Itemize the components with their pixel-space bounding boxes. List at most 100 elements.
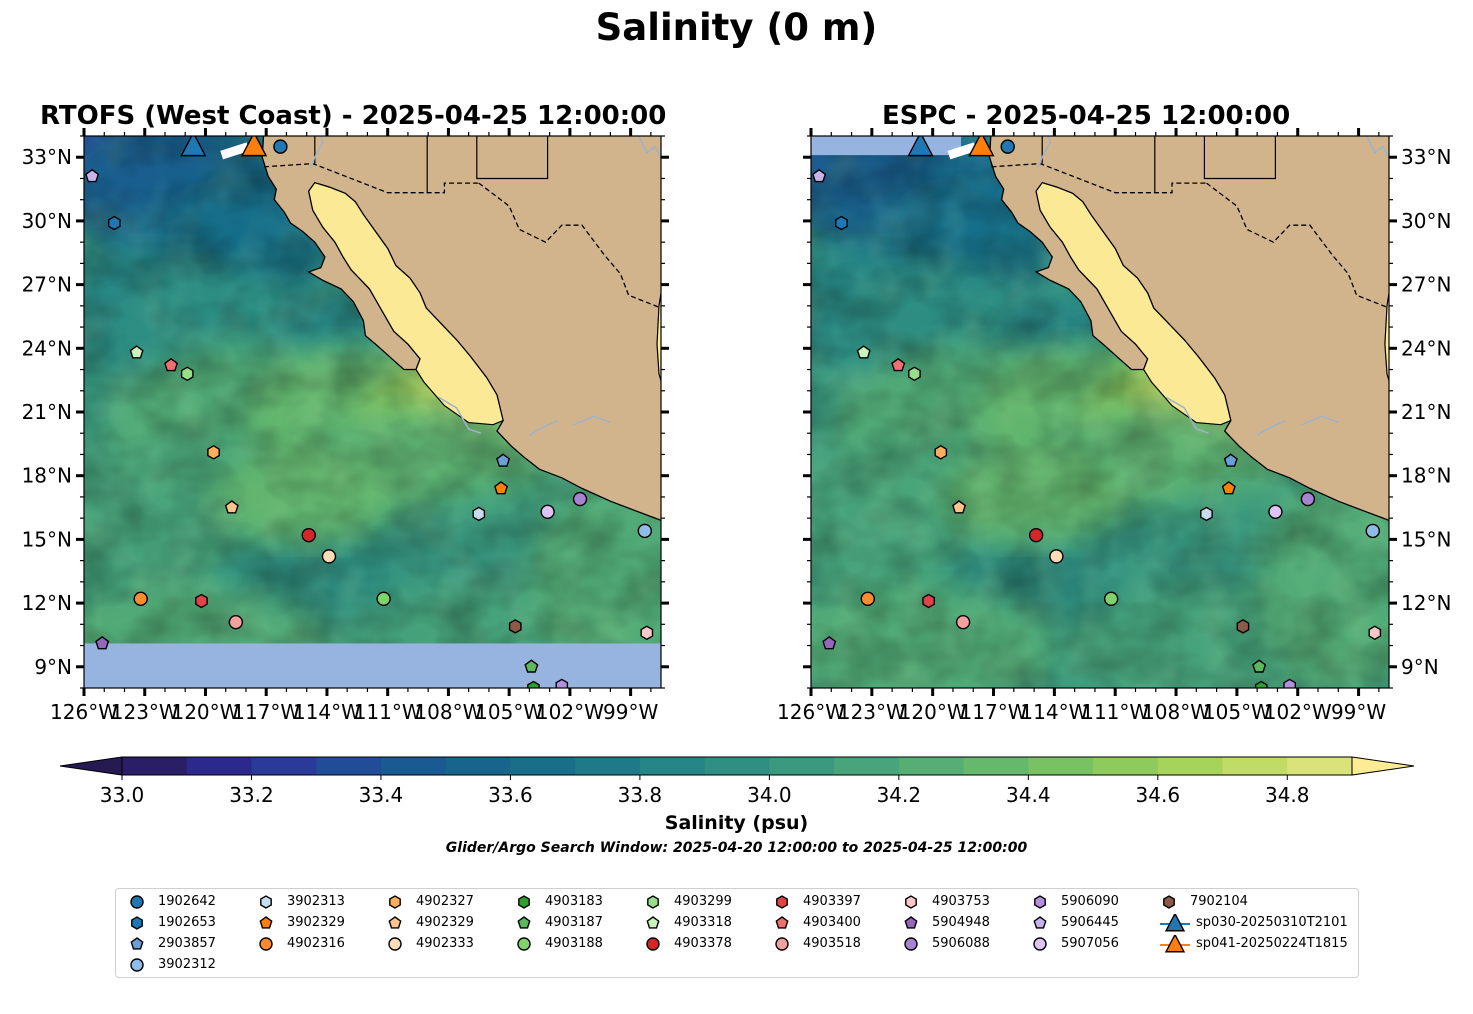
float-marker-5907056[interactable] — [1268, 504, 1283, 519]
float-marker-2903857[interactable] — [496, 453, 511, 467]
legend-glider-marker[interactable] — [1164, 914, 1186, 932]
legend-float-marker[interactable] — [518, 895, 530, 909]
float-marker-4903183[interactable] — [1254, 680, 1268, 695]
float-marker-4903397[interactable] — [195, 593, 208, 609]
float-marker-3902329[interactable] — [494, 481, 509, 495]
float-marker-4903188[interactable] — [1103, 591, 1119, 607]
float-marker-5907056[interactable] — [540, 504, 555, 519]
float-marker-4903187[interactable] — [1252, 659, 1267, 673]
float-marker-4903400[interactable] — [164, 357, 179, 372]
lon-tick-label: 126°W — [777, 700, 845, 724]
float-marker-2903857[interactable] — [1223, 453, 1238, 467]
legend-float-marker[interactable] — [130, 937, 144, 950]
float-marker-4903753[interactable] — [640, 625, 654, 641]
float-marker-1902642[interactable] — [1000, 139, 1015, 154]
legend-float-marker[interactable] — [259, 916, 273, 929]
legend-label: sp041-20250224T1815 — [1196, 936, 1348, 951]
float-marker-1902653[interactable] — [107, 215, 121, 231]
float-marker-4902327[interactable] — [207, 444, 220, 460]
float-marker-3902329[interactable] — [1221, 481, 1236, 495]
legend-float-marker[interactable] — [260, 895, 272, 909]
float-marker-4903183[interactable] — [527, 680, 540, 695]
legend-float-marker[interactable] — [775, 916, 789, 929]
legend-float-marker[interactable] — [130, 958, 144, 972]
float-marker-1902653[interactable] — [835, 215, 848, 231]
river-line — [1256, 419, 1286, 437]
colorbar-tick-label: 33.4 — [359, 783, 404, 807]
legend-marker-icon — [388, 937, 402, 951]
legend-float-marker[interactable] — [1033, 916, 1047, 929]
float-marker-4903318[interactable] — [129, 345, 144, 359]
legend-float-marker[interactable] — [131, 916, 143, 930]
float-marker-4902316[interactable] — [860, 591, 875, 607]
float-marker-4902316[interactable] — [133, 591, 148, 607]
float-marker-5906088[interactable] — [1300, 491, 1316, 507]
float-marker-3902312[interactable] — [1365, 523, 1380, 539]
legend-glider-marker[interactable] — [1164, 935, 1186, 953]
glider-marker-sp030-20250310T2101[interactable] — [180, 133, 207, 157]
float-marker-4903187[interactable] — [524, 659, 539, 673]
float-marker-7902104[interactable] — [508, 619, 522, 634]
river-line — [310, 136, 324, 169]
float-marker-4902329[interactable] — [952, 500, 967, 514]
float-marker-4903400[interactable] — [891, 357, 906, 372]
float-marker-4903318[interactable] — [856, 345, 871, 359]
float-marker-5906090[interactable] — [1283, 678, 1297, 692]
legend-float-marker[interactable] — [517, 916, 531, 929]
float-marker-3902313[interactable] — [1200, 506, 1213, 522]
legend-label: 3902329 — [287, 915, 345, 930]
legend-float-marker[interactable] — [775, 937, 789, 951]
lon-tick-label: 108°W — [1142, 700, 1210, 724]
float-marker-1902642[interactable] — [273, 139, 288, 154]
float-marker-4903188[interactable] — [376, 591, 391, 607]
legend-float-marker[interactable] — [647, 895, 659, 909]
legend-label: sp030-20250310T2101 — [1196, 915, 1348, 930]
legend-float-marker[interactable] — [1034, 895, 1046, 909]
float-marker-4902333[interactable] — [321, 549, 337, 564]
float-marker-4903299[interactable] — [180, 366, 194, 382]
float-marker-5906090[interactable] — [555, 678, 569, 692]
legend-float-marker[interactable] — [646, 916, 660, 929]
legend-marker-icon — [1034, 895, 1046, 909]
float-marker-4903378[interactable] — [301, 527, 316, 543]
float-marker-4902333[interactable] — [1049, 549, 1064, 564]
float-marker-4903753[interactable] — [1368, 625, 1382, 641]
lon-tick-label: 123°W — [838, 700, 906, 724]
panel-title-espc: ESPC - 2025-04-25 12:00:00 — [882, 101, 1291, 131]
float-marker-5906445[interactable] — [85, 168, 100, 183]
legend-float-marker[interactable] — [517, 937, 531, 951]
float-marker-4902327[interactable] — [934, 444, 948, 460]
legend-float-marker[interactable] — [388, 916, 402, 929]
legend-float-marker[interactable] — [904, 937, 918, 951]
glider-marker-sp030-20250310T2101[interactable] — [907, 133, 934, 157]
legend-float-marker[interactable] — [1033, 937, 1047, 951]
legend-float-marker[interactable] — [389, 895, 401, 909]
map-panel-espc[interactable]: 126°W123°W120°W117°W114°W111°W108°W105°W… — [762, 77, 1452, 724]
glider-marker-sp041-20250224T1815[interactable] — [968, 133, 995, 157]
legend-float-marker[interactable] — [259, 937, 273, 951]
glider-marker-sp041-20250224T1815[interactable] — [240, 133, 268, 157]
legend-float-marker[interactable] — [904, 916, 918, 929]
float-marker-4902329[interactable] — [224, 500, 239, 514]
lon-tick-label: 117°W — [232, 700, 300, 724]
legend-float-marker[interactable] — [130, 895, 144, 909]
float-marker-4903397[interactable] — [922, 593, 935, 609]
float-marker-4903518[interactable] — [228, 614, 244, 630]
float-marker-5904948[interactable] — [95, 636, 110, 650]
float-marker-5906445[interactable] — [812, 168, 827, 183]
map-panel-rtofs[interactable]: 126°W123°W120°W117°W114°W111°W108°W105°W… — [22, 77, 711, 724]
country-border — [264, 162, 479, 194]
legend-float-marker[interactable] — [1163, 895, 1175, 909]
float-marker-4903518[interactable] — [955, 614, 971, 630]
float-marker-4903378[interactable] — [1028, 527, 1044, 543]
legend-float-marker[interactable] — [646, 937, 660, 951]
float-marker-5906088[interactable] — [572, 491, 588, 507]
legend-float-marker[interactable] — [776, 895, 788, 909]
float-marker-5904948[interactable] — [822, 636, 837, 650]
float-marker-3902312[interactable] — [637, 523, 653, 539]
legend-float-marker[interactable] — [388, 937, 402, 951]
legend-float-marker[interactable] — [905, 895, 917, 909]
float-marker-3902313[interactable] — [472, 506, 486, 522]
float-marker-7902104[interactable] — [1236, 619, 1250, 634]
float-marker-4903299[interactable] — [908, 366, 921, 382]
